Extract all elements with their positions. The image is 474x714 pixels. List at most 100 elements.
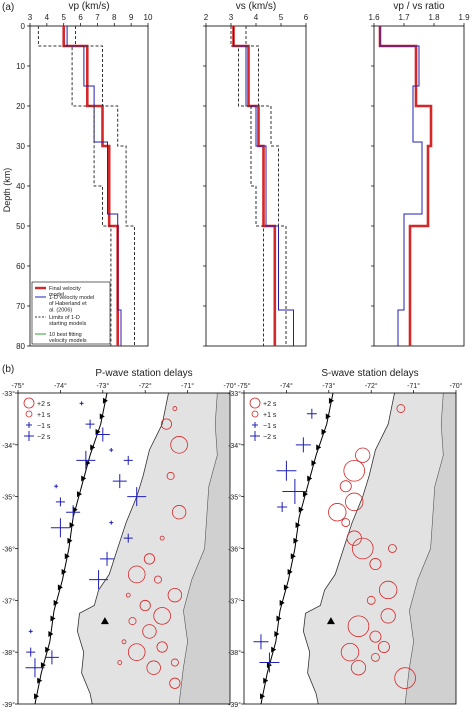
trench-tooth [48, 631, 54, 638]
series-line [230, 26, 264, 346]
y-tick-label: 80 [16, 342, 25, 351]
trench-tooth [69, 522, 75, 529]
lat-tick-label: -33° [228, 390, 241, 398]
trench-tooth [271, 646, 277, 653]
trench-tooth [81, 475, 87, 482]
positive-delay-marker [339, 480, 352, 493]
positive-delay-marker [343, 459, 366, 482]
negative-delay-marker [276, 460, 297, 481]
trench-tooth [328, 397, 334, 404]
map-legend-label: +2 s [37, 401, 51, 408]
trench-line [34, 393, 108, 704]
trench-tooth [34, 693, 40, 700]
map-legend-label: +1 s [263, 412, 277, 419]
legend-marker [251, 410, 259, 418]
legend-label: 10 best fitting velocity models [49, 332, 87, 344]
positive-delay-marker [166, 471, 175, 480]
trench-tooth [307, 475, 313, 482]
trench-tooth [40, 662, 46, 669]
legend-marker [24, 431, 34, 441]
positive-delay-marker [125, 592, 131, 598]
legend-marker [23, 397, 35, 409]
y-tick-label: 10 [16, 62, 25, 71]
trench-tooth [293, 537, 299, 544]
x-tick-label: 9 [129, 13, 134, 22]
lat-tick-label: -33° [2, 390, 15, 398]
negative-delay-marker [55, 497, 65, 507]
lon-tick-label: -75° [238, 382, 251, 390]
x-tick-label: 7 [95, 13, 100, 22]
map-legend-label: −2 s [263, 434, 277, 441]
trench-tooth [263, 677, 269, 684]
trench-tooth [57, 584, 63, 591]
x-tick-label: 4 [254, 13, 259, 22]
negative-delay-marker [76, 450, 96, 470]
negative-delay-marker [44, 650, 59, 665]
trench-tooth [276, 615, 282, 622]
positive-delay-marker [121, 639, 127, 645]
positive-delay-marker [345, 492, 364, 512]
legend-label: Final velocity model [49, 286, 81, 298]
lon-tick-label: -71° [407, 382, 420, 390]
trench-tooth [274, 631, 280, 638]
positive-delay-marker [340, 642, 360, 662]
lat-tick-label: -34° [2, 442, 15, 450]
negative-delay-marker [109, 520, 114, 525]
trench-tooth [50, 615, 56, 622]
x-tick-label: 1.6 [368, 13, 380, 22]
negative-delay-marker [277, 502, 288, 513]
trench-tooth [290, 553, 296, 560]
lon-tick-label: -71° [181, 382, 194, 390]
trench-tooth [76, 491, 82, 498]
map-title: S-wave station delays [321, 368, 418, 379]
negative-delay-marker [282, 478, 308, 504]
negative-delay-marker [28, 629, 33, 634]
map-legend-box [22, 397, 58, 443]
y-tick-label: 40 [16, 182, 25, 191]
lat-tick-label: -39° [228, 701, 241, 709]
lat-tick-label: -35° [228, 494, 241, 502]
positive-delay-marker [170, 658, 179, 667]
negative-delay-marker [253, 634, 269, 650]
map-legend-label: −2 s [37, 434, 51, 441]
series-line [75, 26, 135, 346]
coastline [302, 393, 395, 704]
andes-region [405, 393, 456, 704]
series-line [232, 26, 277, 346]
negative-delay-marker [85, 419, 95, 429]
legend-marker [249, 397, 261, 409]
lat-tick-label: -37° [228, 597, 241, 605]
vp-profile: vp (km/s) 3 4 5 6 7 8 9 10 0 10 20 30 40 50 60 70 80 [16, 1, 153, 351]
positive-delay-marker [341, 518, 351, 527]
positive-delay-marker [160, 418, 172, 430]
legend-label: Limits of 1-D starting models [49, 315, 87, 327]
lon-tick-label: -72° [139, 382, 152, 390]
positive-delay-marker [170, 436, 188, 454]
positive-delay-marker [143, 553, 156, 565]
trench-tooth [321, 428, 327, 435]
negative-delay-marker [295, 437, 311, 453]
trench-tooth [279, 599, 285, 606]
map-legend-box [248, 397, 284, 443]
positive-delay-marker [394, 667, 416, 689]
trench-tooth [72, 506, 78, 513]
lat-tick-label: -39° [2, 701, 15, 709]
series-line [233, 26, 294, 346]
y-tick-label: 60 [16, 262, 25, 271]
trench-tooth [298, 506, 304, 513]
border-line [404, 393, 444, 704]
negative-delay-marker [66, 505, 81, 520]
positive-delay-marker [156, 641, 168, 653]
map-legend-label: +2 s [263, 401, 277, 408]
negative-delay-marker [26, 647, 36, 657]
positive-delay-marker [350, 660, 367, 676]
coastline [76, 393, 169, 704]
positive-delay-marker [347, 615, 370, 638]
negative-delay-marker [123, 455, 133, 465]
lon-tick-label: -74° [280, 382, 293, 390]
lat-tick-label: -38° [228, 649, 241, 657]
legend-marker [250, 431, 260, 441]
series-line [378, 26, 433, 346]
trench-tooth [53, 599, 59, 606]
